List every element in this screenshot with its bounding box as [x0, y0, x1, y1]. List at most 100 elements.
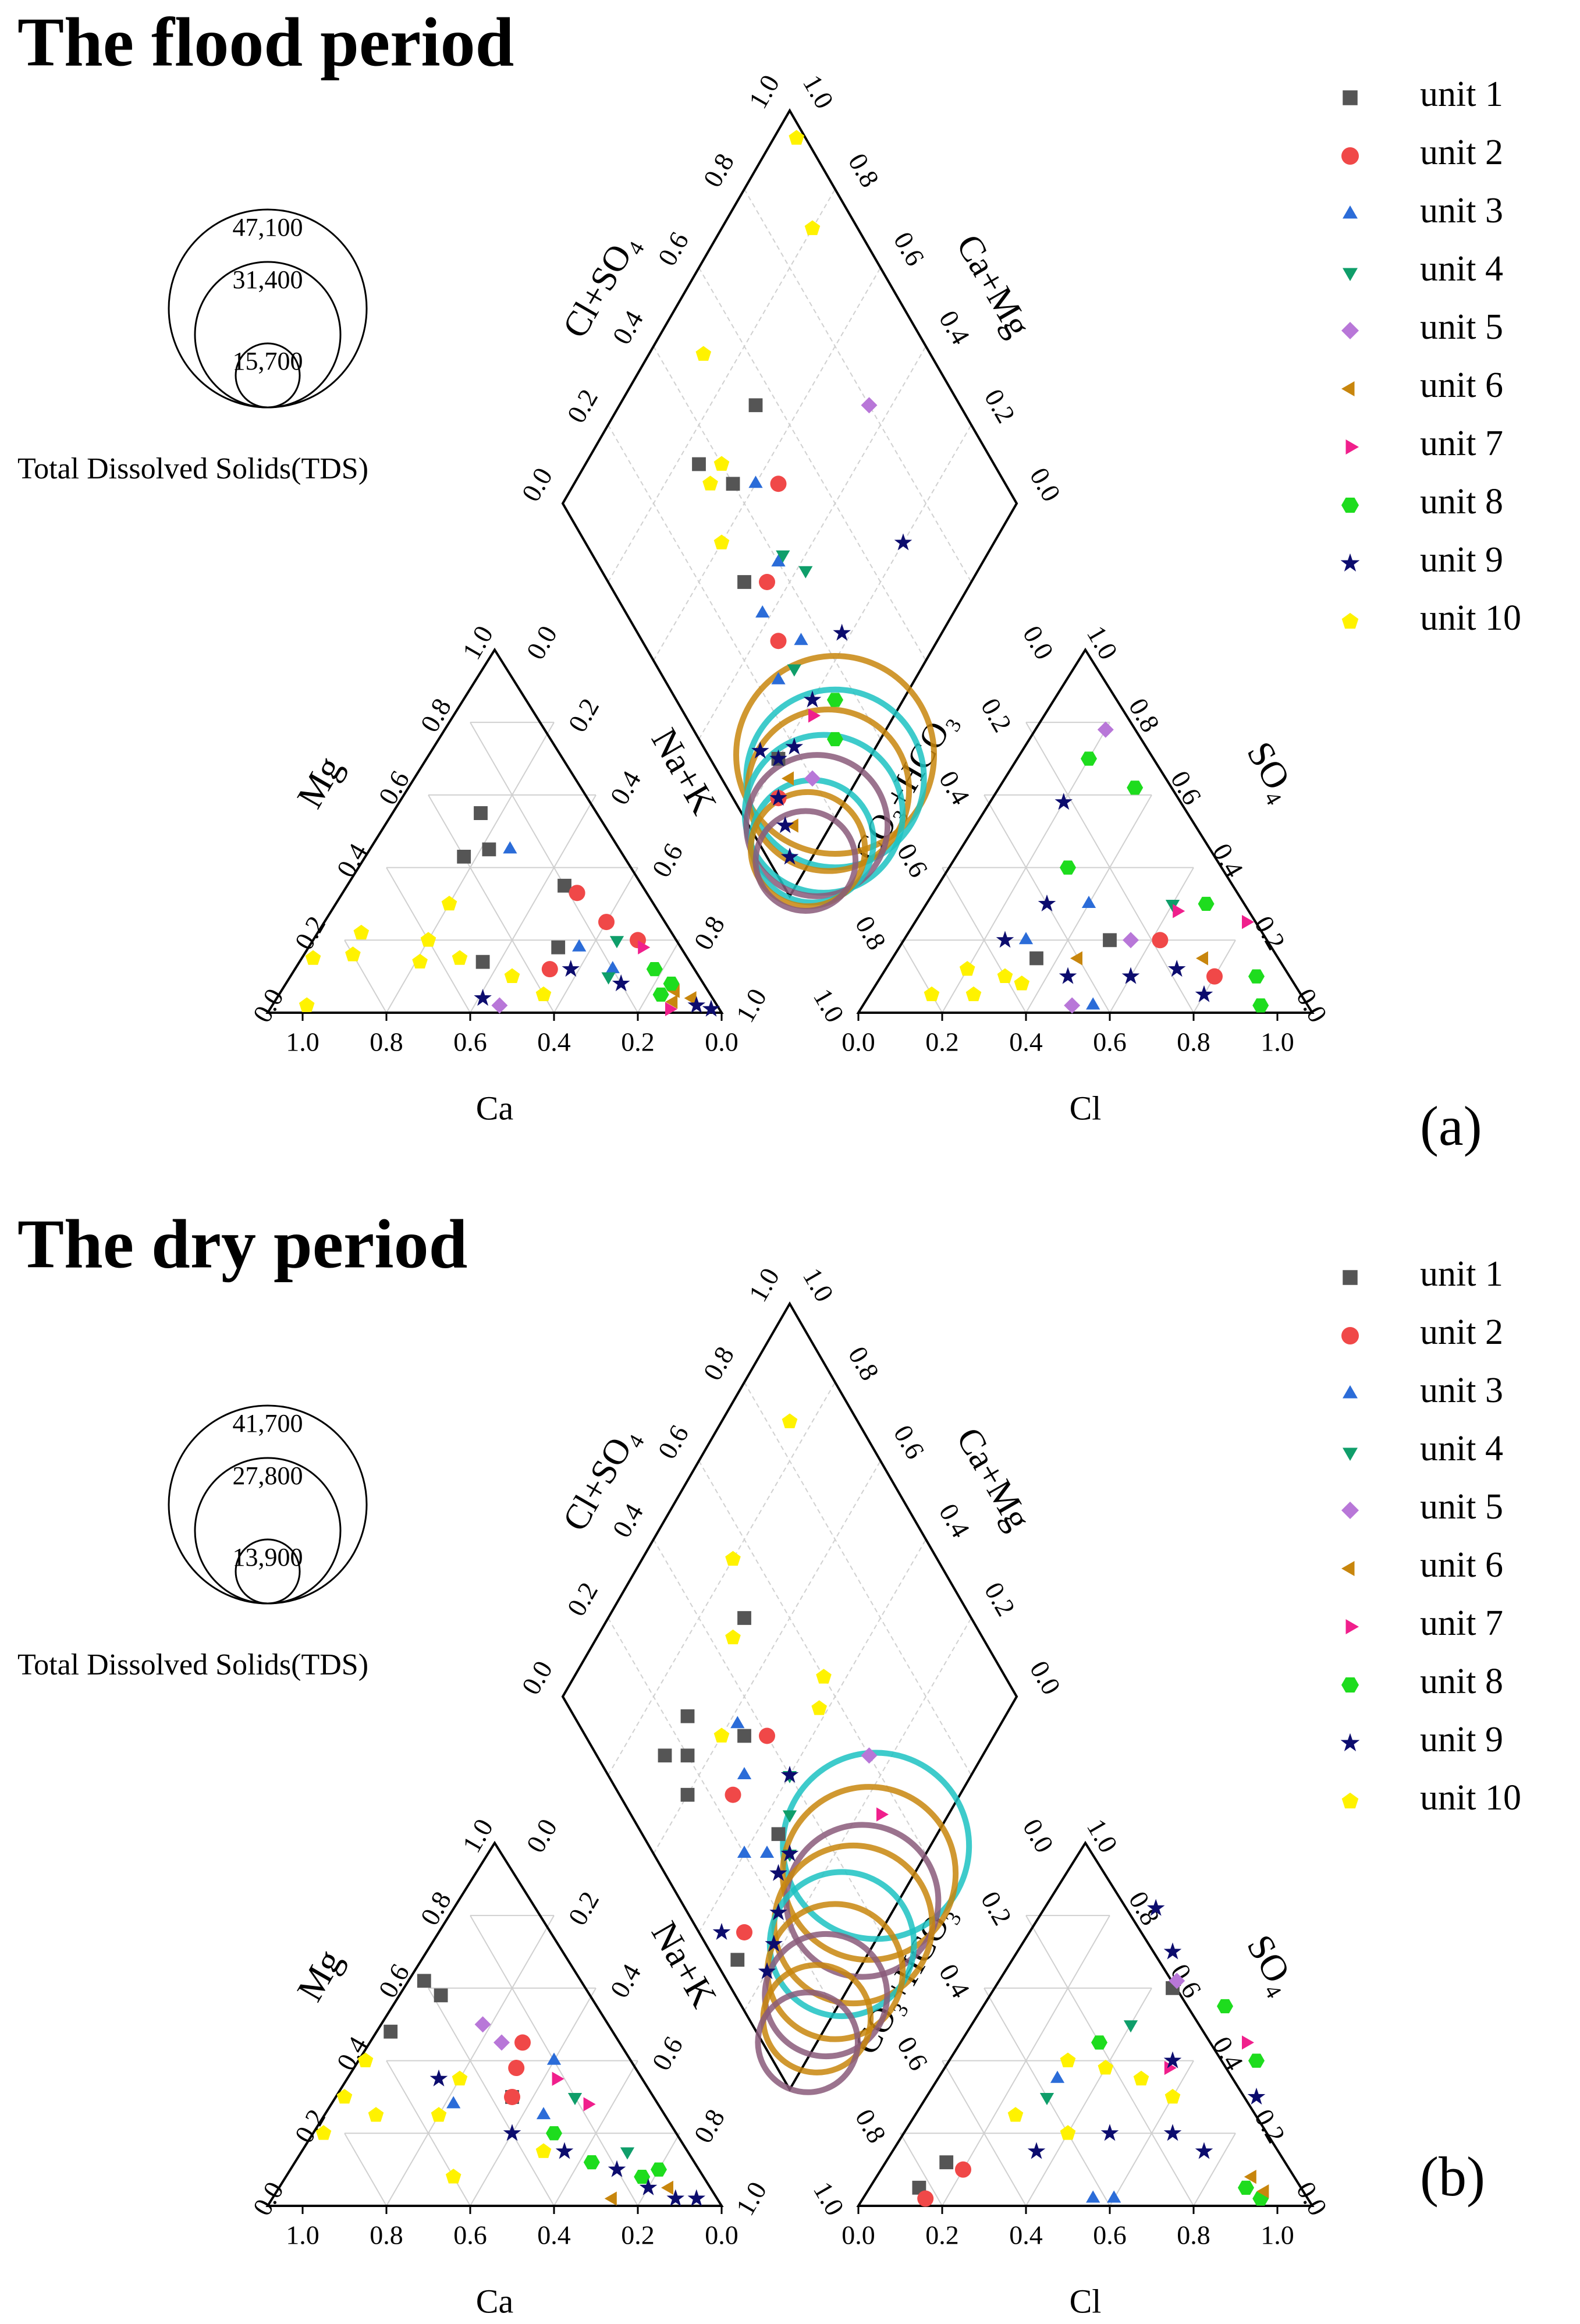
panel-caption: (a): [1420, 1095, 1482, 1157]
tick-label: 0.4: [331, 2031, 373, 2075]
cation-point: [639, 2178, 658, 2195]
legend-marker: [1343, 90, 1358, 105]
diamond-point: [730, 1953, 745, 1967]
diamond-point: [771, 672, 786, 684]
gridline: [698, 1539, 926, 1933]
diamond-point: [737, 1767, 752, 1779]
tick-label: 0.6: [453, 2220, 487, 2250]
legend-marker: [1340, 553, 1360, 572]
diamond-point: [702, 476, 718, 491]
gridline: [653, 267, 881, 661]
cation-point: [429, 2069, 448, 2087]
tick-label: 0.6: [1093, 1027, 1127, 1057]
tick-label: 0.4: [604, 1959, 647, 2003]
diamond-point: [713, 456, 730, 471]
tick-label: 0.2: [561, 1577, 603, 1621]
cation-point: [583, 2155, 600, 2170]
cation-point: [482, 842, 496, 857]
anion-point: [1060, 860, 1076, 875]
cation-point: [503, 2124, 521, 2141]
legend-label: unit 6: [1420, 1545, 1503, 1585]
panel-caption: (b): [1420, 2145, 1485, 2208]
tick-label: 0.6: [646, 2031, 688, 2075]
legend-marker: [1341, 1502, 1359, 1519]
cation-point: [601, 972, 616, 985]
gridline: [553, 867, 638, 1013]
tds-legend-circle: [235, 1538, 301, 1605]
anion-point: [1217, 1999, 1233, 2014]
tick-label: 0.8: [688, 2104, 730, 2148]
diamond-point: [712, 1922, 731, 1940]
tick-label: 0.6: [372, 766, 415, 810]
cation-point: [475, 955, 490, 969]
anion-point: [1027, 2142, 1046, 2159]
anion-point: [1152, 932, 1169, 949]
anion-point: [1018, 932, 1034, 945]
tick-label: 0.2: [975, 693, 1018, 737]
tds-legend-value: 47,100: [233, 213, 303, 242]
anion-point: [1123, 932, 1139, 949]
anion-point: [1123, 2020, 1138, 2033]
diamond-point: [827, 693, 843, 707]
tds-legend: 47,100 31,400 15,700 Total Dissolved Solids…: [17, 208, 368, 485]
cation-point: [315, 2125, 332, 2140]
unit-legend: unit 1 unit 2 unit 3 unit 4 unit 5 unit 6 unit…: [1340, 1254, 1521, 1818]
tick-label: 0.0: [520, 1814, 563, 1857]
axis-label-so4: SO₄: [1239, 735, 1305, 808]
cation-point: [646, 962, 663, 977]
diamond-point: [769, 789, 787, 806]
axis-label-ca: Ca: [476, 2282, 513, 2320]
tick-label: 0.0: [1017, 1814, 1060, 1857]
data-points: [315, 1413, 1269, 2207]
tick-label: 0.0: [705, 2220, 738, 2250]
cation-frame: [265, 1840, 724, 2207]
tick-label: 0.8: [688, 911, 730, 955]
gridline: [344, 2133, 387, 2206]
tick-label: 1.0: [743, 1263, 785, 1307]
gridline: [942, 867, 1027, 1013]
cation-point: [604, 2191, 617, 2206]
legend-marker: [1341, 381, 1355, 396]
diamond-point: [769, 1903, 787, 1921]
legend-marker: [1341, 1327, 1359, 1344]
gridline: [1025, 722, 1194, 1013]
cation-point: [305, 950, 321, 965]
diamond-point: [737, 575, 751, 589]
tick-label: 0.4: [331, 838, 373, 882]
cation-point: [491, 997, 508, 1014]
diamond-point: [816, 1669, 832, 1684]
cation-point: [638, 940, 651, 955]
cation-point: [555, 2142, 574, 2159]
tick-label: 1.0: [730, 984, 772, 1027]
anion-point: [1242, 2035, 1254, 2050]
unit-legend: unit 1 unit 2 unit 3 unit 4 unit 5 unit 6 unit…: [1340, 74, 1521, 638]
cation-point: [417, 1974, 431, 1988]
tick-label: 0.8: [697, 148, 740, 192]
diamond-point: [759, 574, 775, 590]
tds-legend-value: 15,700: [233, 347, 303, 375]
anion-point: [1165, 899, 1180, 912]
legend-marker: [1343, 1270, 1358, 1285]
tick-label: 0.4: [1009, 2220, 1043, 2250]
axis-label-cl: Cl: [1070, 2282, 1102, 2320]
tds-legend: 41,700 27,800 13,900 Total Dissolved Solids…: [17, 1404, 368, 1681]
anion-point: [1098, 2060, 1114, 2075]
anion-point: [1086, 997, 1100, 1010]
tds-bubble: [752, 808, 859, 914]
tick-label: 0.2: [621, 1027, 655, 1057]
diamond-point: [713, 534, 730, 549]
anion-point: [1173, 904, 1185, 918]
cation-point: [368, 2107, 384, 2122]
cation-point: [446, 2096, 461, 2109]
diamond-point: [713, 1727, 730, 1743]
tick-label: 0.2: [975, 1886, 1018, 1930]
tick-label: 0.0: [842, 1027, 875, 1057]
tick-label: 0.0: [1024, 463, 1067, 506]
cation-point: [514, 2034, 531, 2051]
anion-point: [1127, 780, 1144, 795]
diamond-point: [771, 1827, 786, 1842]
cation-point: [504, 968, 520, 983]
cation-point: [551, 940, 566, 955]
legend-marker: [1341, 1677, 1359, 1693]
